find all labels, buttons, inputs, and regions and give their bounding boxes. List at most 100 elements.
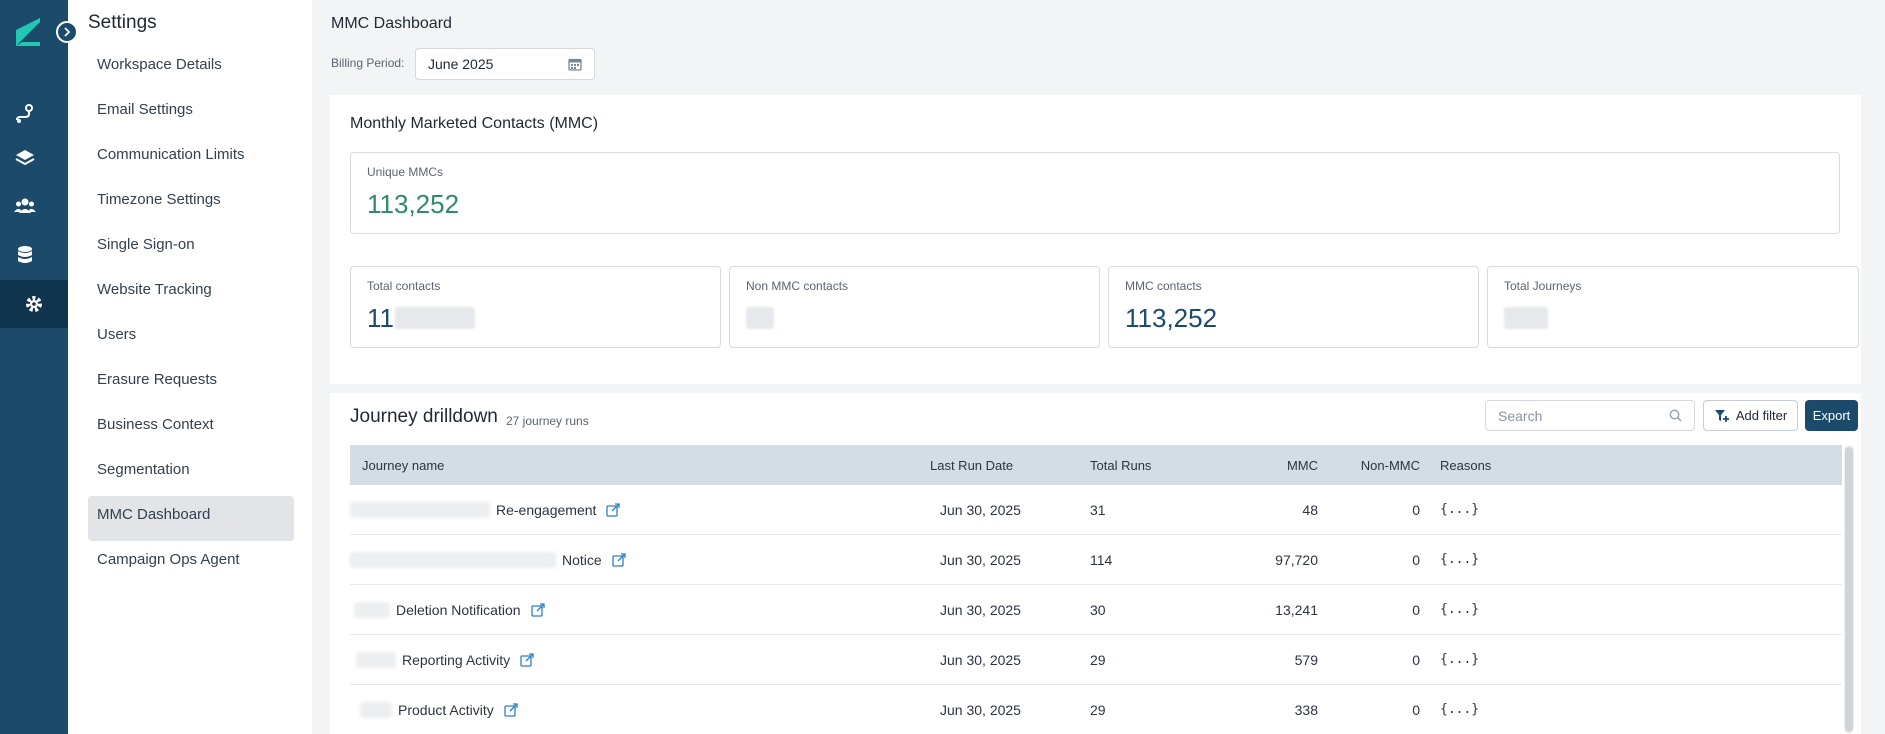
external-link-icon[interactable] bbox=[504, 702, 518, 717]
sidebar-item-email-settings[interactable]: Email Settings bbox=[97, 101, 193, 118]
col-last-run-date[interactable]: Last Run Date bbox=[930, 457, 1014, 473]
redacted-name bbox=[360, 701, 392, 718]
reasons-value[interactable]: {...} bbox=[1440, 502, 1480, 517]
redacted-name bbox=[350, 501, 490, 518]
non-mmc-contacts-tile: Non MMC contacts bbox=[729, 266, 1100, 348]
brand-logo-icon bbox=[16, 18, 40, 46]
export-button[interactable]: Export bbox=[1805, 400, 1858, 431]
total-runs: 29 bbox=[1090, 701, 1106, 718]
database-icon[interactable] bbox=[14, 244, 36, 266]
table-row[interactable]: Deletion Notification Jun 30, 2025 30 13… bbox=[350, 585, 1842, 635]
table-header: Journey name Last Run Date Total Runs MM… bbox=[350, 445, 1842, 485]
drilldown-title: Journey drilldown bbox=[350, 406, 498, 427]
redacted-name bbox=[354, 601, 390, 618]
col-journey-name[interactable]: Journey name bbox=[362, 457, 445, 473]
gear-icon[interactable] bbox=[0, 280, 68, 328]
chevron-right-icon bbox=[64, 27, 71, 37]
table-row[interactable]: Reporting Activity Jun 30, 2025 29 579 0… bbox=[350, 635, 1842, 685]
last-run-date: Jun 30, 2025 bbox=[940, 701, 1021, 718]
audience-icon[interactable] bbox=[14, 195, 36, 217]
reasons-value[interactable]: {...} bbox=[1440, 652, 1480, 667]
non-mmc-value: 0 bbox=[1412, 601, 1420, 618]
mmc-value: 579 bbox=[1294, 651, 1318, 668]
journey-name[interactable]: Deletion Notification bbox=[396, 601, 521, 618]
total-journeys-tile: Total Journeys bbox=[1487, 266, 1859, 348]
external-link-icon[interactable] bbox=[612, 552, 626, 567]
table-row[interactable]: Re-engagement Jun 30, 2025 31 48 0 {...} bbox=[350, 485, 1842, 535]
external-link-icon[interactable] bbox=[606, 502, 621, 517]
settings-sidebar: Settings Workspace Details Email Setting… bbox=[68, 0, 312, 734]
redacted-value bbox=[1504, 307, 1548, 329]
sidebar-item-business-context[interactable]: Business Context bbox=[97, 416, 214, 433]
redacted-value bbox=[395, 307, 475, 329]
total-contacts-label: Total contacts bbox=[367, 279, 441, 293]
non-mmc-value: 0 bbox=[1412, 651, 1420, 668]
journey-table: Journey name Last Run Date Total Runs MM… bbox=[350, 445, 1842, 734]
total-runs: 30 bbox=[1090, 601, 1106, 618]
sidebar-item-erasure-requests[interactable]: Erasure Requests bbox=[97, 371, 218, 388]
external-link-icon[interactable] bbox=[520, 652, 534, 667]
add-filter-button[interactable]: Add filter bbox=[1703, 400, 1798, 431]
reasons-value[interactable]: {...} bbox=[1440, 552, 1480, 567]
redacted-name bbox=[356, 651, 396, 668]
redacted-name bbox=[350, 551, 556, 568]
sidebar-item-single-sign-on[interactable]: Single Sign-on bbox=[97, 236, 195, 253]
main-content: MMC Dashboard Billing Period: June 2025 … bbox=[330, 0, 1885, 734]
mmc-contacts-value: 113,252 bbox=[1125, 303, 1218, 333]
non-mmc-value: 0 bbox=[1412, 551, 1420, 568]
col-non-mmc[interactable]: Non-MMC bbox=[1360, 457, 1420, 473]
unique-mmcs-value: 113,252 bbox=[367, 189, 460, 219]
reasons-value[interactable]: {...} bbox=[1440, 702, 1480, 717]
unique-mmcs-label: Unique MMCs bbox=[367, 165, 444, 179]
sidebar-item-segmentation[interactable]: Segmentation bbox=[97, 461, 190, 478]
add-filter-label: Add filter bbox=[1735, 408, 1788, 423]
journeys-icon[interactable] bbox=[14, 102, 36, 124]
non-mmc-contacts-label: Non MMC contacts bbox=[746, 279, 849, 293]
sidebar-title: Settings bbox=[88, 12, 157, 33]
total-journeys-label: Total Journeys bbox=[1504, 279, 1582, 293]
external-link-icon[interactable] bbox=[530, 602, 545, 617]
sidebar-item-users[interactable]: Users bbox=[97, 326, 137, 343]
col-reasons[interactable]: Reasons bbox=[1440, 457, 1492, 473]
journey-name[interactable]: Re-engagement bbox=[496, 501, 597, 518]
collapse-toggle-button[interactable] bbox=[56, 21, 78, 43]
sidebar-item-timezone-settings[interactable]: Timezone Settings bbox=[97, 191, 221, 208]
settings-menu: Workspace Details Email Settings Communi… bbox=[88, 46, 294, 586]
table-row[interactable]: Notice Jun 30, 2025 114 97,720 0 {...} bbox=[350, 535, 1842, 585]
last-run-date: Jun 30, 2025 bbox=[940, 551, 1021, 568]
sidebar-item-communication-limits[interactable]: Communication Limits bbox=[97, 146, 245, 163]
page-title: MMC Dashboard bbox=[331, 15, 452, 32]
total-contacts-tile: Total contacts 11 bbox=[350, 266, 721, 348]
reasons-value[interactable]: {...} bbox=[1440, 602, 1480, 617]
sidebar-item-workspace-details[interactable]: Workspace Details bbox=[97, 56, 222, 73]
search-placeholder: Search bbox=[1498, 407, 1543, 424]
non-mmc-value: 0 bbox=[1412, 501, 1420, 518]
journey-name[interactable]: Product Activity bbox=[398, 701, 494, 718]
mmc-contacts-label: MMC contacts bbox=[1125, 279, 1202, 293]
journey-name[interactable]: Reporting Activity bbox=[402, 651, 511, 668]
mmc-value: 48 bbox=[1302, 501, 1318, 518]
journey-name[interactable]: Notice bbox=[562, 551, 602, 568]
sidebar-item-campaign-ops-agent[interactable]: Campaign Ops Agent bbox=[97, 551, 240, 568]
scrollbar-thumb[interactable] bbox=[1845, 447, 1853, 732]
table-scrollbar[interactable] bbox=[1844, 445, 1854, 734]
last-run-date: Jun 30, 2025 bbox=[940, 651, 1021, 668]
table-row[interactable]: Product Activity Jun 30, 2025 29 338 0 {… bbox=[350, 685, 1842, 734]
layers-icon[interactable] bbox=[14, 147, 36, 169]
filter-plus-icon bbox=[1714, 409, 1729, 422]
billing-period-picker[interactable]: June 2025 bbox=[415, 48, 595, 80]
redacted-value bbox=[746, 307, 774, 329]
search-icon bbox=[1669, 409, 1682, 422]
col-mmc[interactable]: MMC bbox=[1286, 457, 1318, 473]
journey-drilldown-card: Journey drilldown 27 journey runs Search… bbox=[330, 393, 1861, 734]
journey-runs-count: 27 journey runs bbox=[506, 414, 589, 428]
mmc-card-title: Monthly Marketed Contacts (MMC) bbox=[350, 115, 599, 132]
unique-mmcs-tile: Unique MMCs 113,252 bbox=[350, 152, 1840, 234]
sidebar-item-website-tracking[interactable]: Website Tracking bbox=[97, 281, 212, 298]
sidebar-item-mmc-dashboard[interactable]: MMC Dashboard bbox=[88, 496, 294, 541]
total-runs: 31 bbox=[1090, 501, 1106, 518]
search-input[interactable]: Search bbox=[1485, 400, 1695, 431]
mmc-value: 338 bbox=[1294, 701, 1318, 718]
col-total-runs[interactable]: Total Runs bbox=[1090, 457, 1152, 473]
last-run-date: Jun 30, 2025 bbox=[940, 601, 1021, 618]
